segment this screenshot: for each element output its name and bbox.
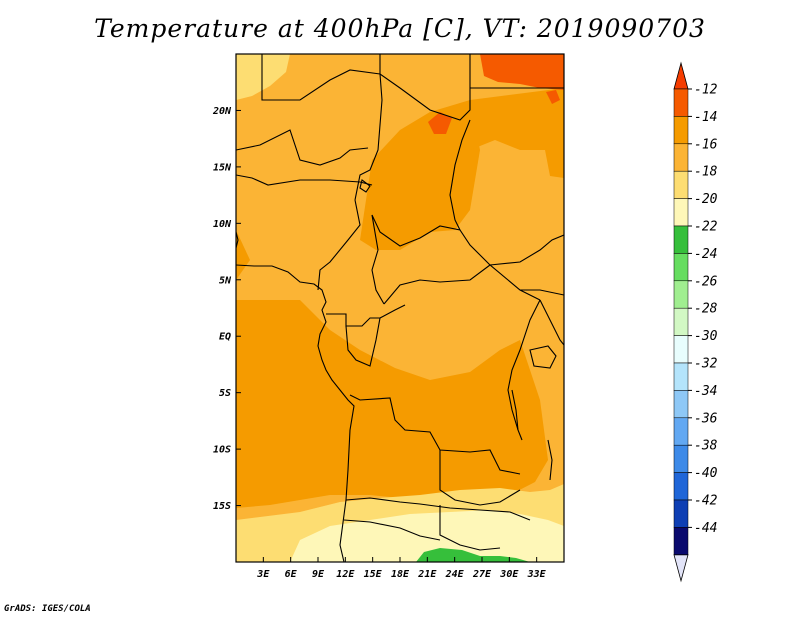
lake-chad (359, 179, 371, 193)
colorbar-swatch (673, 362, 689, 391)
colorbar-label: -38 (694, 439, 718, 454)
colorbar-label: -16 (694, 137, 718, 152)
colorbar-label: -36 (694, 411, 718, 426)
y-tick-label: EQ (219, 332, 231, 343)
field-coldest-south (416, 548, 530, 562)
border-chad-car (371, 214, 491, 266)
y-tick-label: 10S (213, 445, 231, 456)
field-warm-congo (236, 300, 548, 508)
colorbar: -12 -14 -16 -18 -20 -22 -24 -26 -28 -30 -32 -34 -36 -… (673, 61, 718, 583)
field-hot-north (428, 112, 452, 134)
field-hot-northeast (480, 54, 564, 90)
border-niger-nigeria (236, 174, 373, 186)
grads-credit: GrADS: IGES/COLA (4, 604, 91, 614)
x-tick-label: 3E (256, 569, 270, 580)
colorbar-swatch (673, 225, 689, 254)
border-congo (345, 304, 406, 367)
colorbar-top-triangle (673, 61, 689, 90)
colorbar-swatch (673, 527, 689, 556)
x-tick-label: 27E (472, 569, 492, 580)
x-tick-label: 21E (417, 569, 437, 580)
border-sudan-south (489, 234, 564, 266)
colorbar-label: -28 (694, 302, 718, 317)
colorbar-swatch (673, 253, 689, 282)
coastline-west (236, 231, 355, 562)
y-tick-label: 15S (213, 501, 231, 512)
x-tick-label: 6E (285, 569, 298, 580)
colorbar-swatch (673, 499, 689, 528)
y-tick-label: 15N (213, 162, 232, 173)
border-namibia-south (343, 519, 441, 541)
x-tick-label: 30E (499, 569, 519, 580)
colorbar-label: -24 (694, 247, 717, 262)
colorbar-label: -26 (694, 274, 718, 289)
border-east-africa (520, 289, 564, 346)
colorbar-bottom-triangle (673, 554, 689, 583)
colorbar-swatch (673, 472, 689, 501)
lake-tanganyika (511, 389, 523, 441)
y-tick-label: 5N (219, 275, 232, 286)
border-algeria-mali (261, 54, 381, 101)
x-axis-ticks: 3E 6E 9E 12E 15E 18E 21E 24E 27E 30E 33E (256, 557, 547, 580)
colorbar-label: -12 (694, 83, 718, 98)
colorbar-label: -22 (694, 220, 718, 235)
border-car-drc (383, 264, 541, 305)
x-tick-label: 24E (445, 569, 465, 580)
border-chad-sudan (449, 119, 471, 231)
border-zambia (439, 450, 521, 506)
field-cool-northwest (236, 54, 290, 100)
colorbar-label: -40 (694, 466, 718, 481)
colorbar-label: -18 (694, 165, 718, 180)
x-tick-label: 12E (336, 569, 355, 580)
border-drc-angola (349, 394, 521, 475)
colorbar-swatch (673, 417, 689, 446)
colorbar-swatch (673, 170, 689, 199)
border-gabon (326, 313, 380, 327)
colorbar-swatch (673, 116, 689, 145)
border-angola-namibia (345, 497, 531, 521)
field-hot-spot (546, 90, 560, 104)
border-niger-chad (354, 73, 383, 201)
field-warm-east (470, 88, 564, 178)
colorbar-label: -20 (694, 192, 718, 207)
colorbar-swatch (673, 307, 689, 336)
colorbar-swatch (673, 88, 689, 117)
map-title: Temperature at 400hPa [C], VT: 201909070… (94, 14, 706, 43)
x-tick-label: 18E (391, 569, 410, 580)
country-borders (236, 54, 564, 562)
border-east-lakes (507, 299, 541, 431)
field-warm-west (236, 230, 250, 280)
x-tick-label: 9E (312, 569, 325, 580)
y-tick-label: 5S (219, 388, 231, 399)
colorbar-label: -44 (694, 521, 717, 536)
x-tick-label: 33E (527, 569, 547, 580)
y-tick-label: 10N (213, 219, 232, 230)
colorbar-swatch (673, 335, 689, 364)
colorbar-label: -32 (694, 357, 718, 372)
border-mali-niger (236, 129, 369, 166)
lake-malawi (547, 439, 553, 481)
colorbar-swatch (673, 198, 689, 227)
colorbar-label: -14 (694, 110, 717, 125)
y-axis-ticks: 20N 15N 10N 5N EQ 5S 10S 15S (212, 106, 241, 512)
colorbar-swatch (673, 280, 689, 309)
colorbar-swatch (673, 143, 689, 172)
field-warm-center (360, 100, 480, 250)
colorbar-label: -30 (694, 329, 718, 344)
border-cameroon-car (371, 214, 385, 305)
colorbar-label: -42 (694, 494, 718, 509)
x-tick-label: 15E (364, 569, 383, 580)
lake-victoria (529, 345, 557, 369)
border-botswana (439, 505, 501, 551)
border-nigeria-cameroon (317, 199, 361, 291)
colorbar-swatch (673, 444, 689, 473)
colorbar-label: -34 (694, 384, 717, 399)
y-tick-label: 20N (212, 106, 232, 117)
colorbar-swatch (673, 390, 689, 419)
